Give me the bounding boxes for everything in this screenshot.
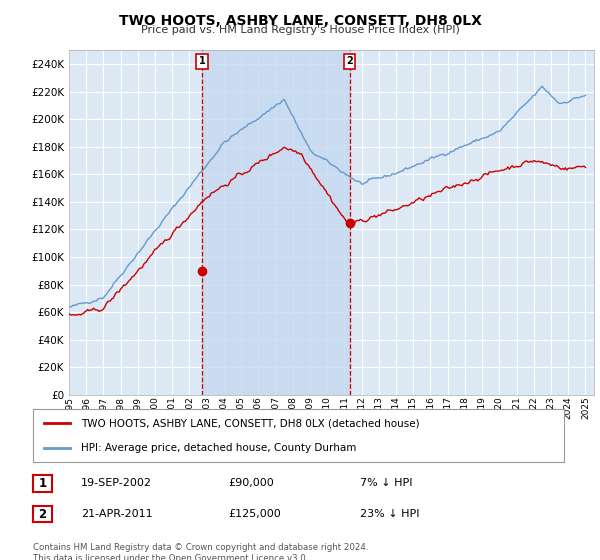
Text: Contains HM Land Registry data © Crown copyright and database right 2024.
This d: Contains HM Land Registry data © Crown c… [33, 543, 368, 560]
Text: £90,000: £90,000 [228, 478, 274, 488]
Text: 7% ↓ HPI: 7% ↓ HPI [360, 478, 413, 488]
Bar [202, 50, 350, 395]
Text: 1: 1 [38, 477, 47, 490]
Text: HPI: Average price, detached house, County Durham: HPI: Average price, detached house, Coun… [81, 442, 356, 452]
Text: 2: 2 [346, 57, 353, 67]
Text: 19-SEP-2002: 19-SEP-2002 [81, 478, 152, 488]
Text: £125,000: £125,000 [228, 509, 281, 519]
Text: Price paid vs. HM Land Registry's House Price Index (HPI): Price paid vs. HM Land Registry's House … [140, 25, 460, 35]
Text: 21-APR-2011: 21-APR-2011 [81, 509, 152, 519]
Text: TWO HOOTS, ASHBY LANE, CONSETT, DH8 0LX: TWO HOOTS, ASHBY LANE, CONSETT, DH8 0LX [119, 14, 481, 28]
Text: TWO HOOTS, ASHBY LANE, CONSETT, DH8 0LX (detached house): TWO HOOTS, ASHBY LANE, CONSETT, DH8 0LX … [81, 418, 419, 428]
Text: 1: 1 [199, 57, 205, 67]
Text: 2: 2 [38, 507, 47, 521]
Text: 23% ↓ HPI: 23% ↓ HPI [360, 509, 419, 519]
